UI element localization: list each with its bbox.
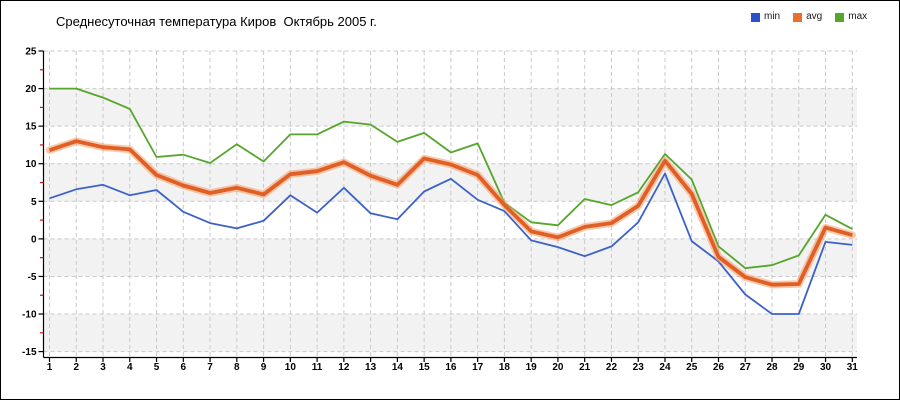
- x-tick-label: 7: [207, 362, 213, 373]
- legend-item-min: min: [751, 12, 780, 22]
- y-tick-label: -15: [22, 347, 37, 358]
- x-tick-label: 28: [766, 362, 778, 373]
- x-tick-label: 20: [552, 362, 564, 373]
- legend-label-max: max: [848, 11, 868, 22]
- y-tick-label: -5: [28, 272, 37, 283]
- x-tick-label: 4: [127, 362, 133, 373]
- x-tick-label: 9: [261, 362, 267, 373]
- x-tick-label: 8: [234, 362, 240, 373]
- x-tick-label: 15: [419, 362, 431, 373]
- legend-item-avg: avg: [793, 12, 822, 22]
- x-tick-label: 11: [312, 362, 323, 373]
- legend-item-max: max: [835, 12, 867, 22]
- y-axis-ticks: 25 20 15 10 5 0 -5 -10 -15: [22, 47, 44, 358]
- avg-series-swatch-icon: [793, 12, 803, 22]
- x-tick-label: 6: [181, 362, 187, 373]
- x-tick-label: 21: [579, 362, 591, 373]
- x-tick-label: 18: [499, 362, 511, 373]
- y-tick-label: 20: [25, 84, 37, 95]
- x-tick-label: 19: [526, 362, 538, 373]
- axes: [42, 51, 857, 359]
- x-tick-label: 30: [820, 362, 832, 373]
- x-tick-label: 16: [445, 362, 457, 373]
- min-series-swatch-icon: [751, 12, 760, 22]
- y-tick-label: 10: [25, 159, 37, 170]
- x-tick-label: 14: [392, 362, 404, 373]
- x-tick-label: 31: [847, 362, 859, 373]
- x-tick-label: 17: [472, 362, 484, 373]
- legend-label-avg: avg: [806, 11, 823, 22]
- max-series-line: [49, 87, 853, 270]
- x-tick-label: 25: [686, 362, 698, 373]
- x-tick-label: 24: [659, 362, 671, 373]
- x-tick-label: 10: [285, 362, 297, 373]
- series-lines: [45, 87, 857, 315]
- y-tick-label: 0: [31, 234, 37, 245]
- avg-series-line: [48, 139, 853, 287]
- x-tick-label: 2: [73, 362, 79, 373]
- chart-title: Среднесуточная температура Киров Октябрь…: [56, 14, 377, 29]
- x-tick-label: 26: [713, 362, 725, 373]
- x-tick-label: 12: [338, 362, 350, 373]
- legend: min avg max: [751, 12, 867, 22]
- y-tick-label: -10: [22, 310, 37, 321]
- x-tick-label: 22: [606, 362, 618, 373]
- x-tick-label: 13: [365, 362, 377, 373]
- x-tick-label: 23: [633, 362, 645, 373]
- x-tick-label: 29: [793, 362, 805, 373]
- x-tick-label: 1: [47, 362, 53, 373]
- gridlines: [43, 50, 857, 358]
- max-series-swatch-icon: [835, 12, 845, 22]
- legend-label-min: min: [764, 11, 781, 22]
- x-tick-label: 27: [740, 362, 752, 373]
- x-tick-label: 5: [154, 362, 160, 373]
- y-tick-label: 5: [31, 197, 37, 208]
- plot-bands: [43, 88, 857, 352]
- x-tick-label: 3: [100, 362, 106, 373]
- y-tick-label: 25: [25, 47, 37, 58]
- y-tick-label: 15: [25, 122, 37, 133]
- x-axis-ticks: 1 2 3 4 5 6 7 8 9 10 11 12 13 14 15 16 17 18 19 20 21 22 23 24 2…: [47, 357, 859, 373]
